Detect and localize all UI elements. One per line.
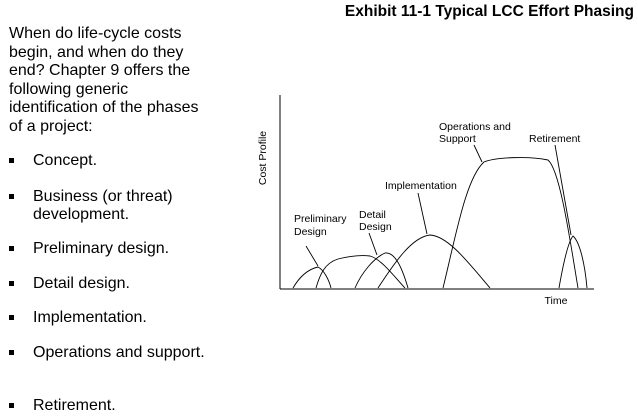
operations-leader xyxy=(473,144,483,163)
phase-labels: Preliminary Design Detail Design Impleme… xyxy=(294,121,580,238)
list-item-text: Concept. xyxy=(33,152,98,169)
bullet-icon xyxy=(9,194,14,199)
bullet-icon xyxy=(9,158,14,163)
operations-label-line2: Support xyxy=(439,133,476,145)
implementation-curve xyxy=(377,234,491,289)
bullet-icon xyxy=(9,350,14,355)
bullet-icon xyxy=(9,281,14,286)
retirement-leader xyxy=(554,144,572,236)
preliminary-design-curve xyxy=(315,255,406,289)
x-axis-label: Time xyxy=(545,295,568,307)
y-axis-label: Cost Profile xyxy=(257,131,269,185)
detail-design-curve xyxy=(354,252,409,289)
operations-support-curve xyxy=(442,157,579,289)
retirement-label: Retirement xyxy=(529,133,580,145)
concept-curve xyxy=(292,266,332,289)
list-item-text: Preliminary design. xyxy=(33,240,170,257)
list-item-text: Business (or threat) development. xyxy=(33,188,173,223)
bullet-icon xyxy=(9,315,14,320)
preliminary-leader xyxy=(305,245,319,267)
bullet-icon xyxy=(9,246,14,251)
label-leaders xyxy=(305,144,572,267)
operations-label-line1: Operations and xyxy=(439,121,511,133)
preliminary-label-line2: Design xyxy=(294,226,327,238)
list-item-text: Detail design. xyxy=(33,275,130,292)
implementation-label: Implementation xyxy=(385,180,457,192)
detail-leader xyxy=(368,232,378,256)
intro-paragraph: When do life-cycle costs begin, and when… xyxy=(9,25,199,135)
phase-curves xyxy=(292,157,588,289)
list-item-text: Implementation. xyxy=(33,309,147,326)
retirement-curve xyxy=(558,235,588,289)
exhibit-title: Exhibit 11-1 Typical LCC Effort Phasing xyxy=(344,3,634,20)
list-item-text: Operations and support. xyxy=(33,344,205,361)
preliminary-label-line1: Preliminary xyxy=(294,213,347,225)
detail-label-line2: Design xyxy=(359,221,392,233)
detail-label-line1: Detail xyxy=(359,209,386,221)
bullet-icon xyxy=(9,403,14,408)
implementation-leader xyxy=(417,192,428,235)
list-item-text: Retirement. xyxy=(33,397,116,414)
